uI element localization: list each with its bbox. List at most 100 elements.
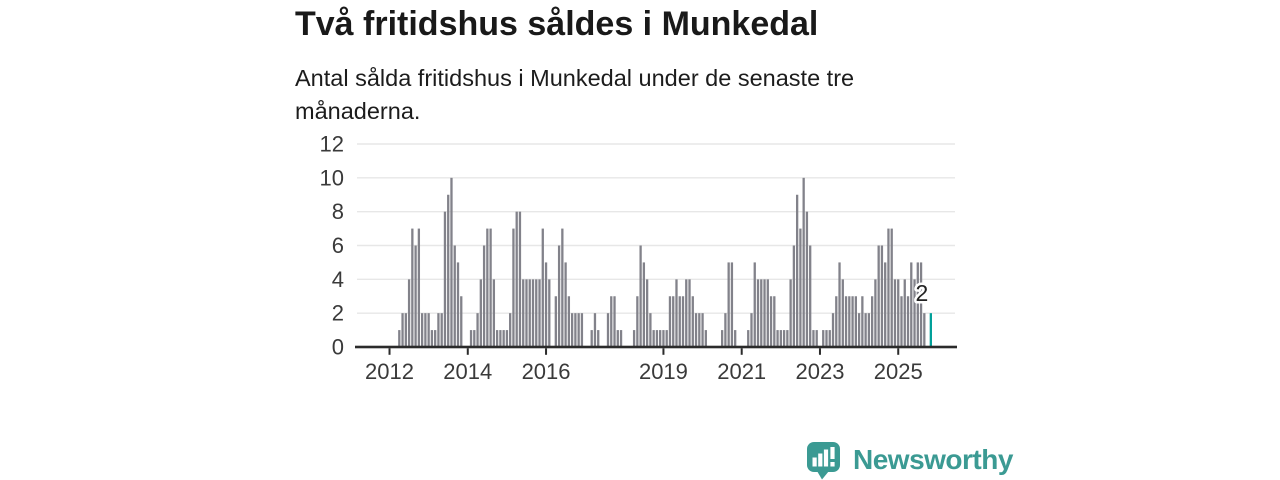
bar — [659, 330, 662, 347]
latest-value-label: 2 — [915, 280, 928, 306]
bar — [704, 330, 707, 347]
chart-title: Två fritidshus såldes i Munkedal — [295, 5, 819, 43]
bar — [724, 313, 727, 347]
x-axis-ticks — [388, 348, 900, 355]
chart-subtitle: Antal sålda fritidshus i Munkedal under … — [295, 62, 975, 128]
bar — [828, 330, 831, 347]
bar — [701, 313, 704, 347]
highlight-value-label: 2 — [913, 278, 931, 309]
bar — [678, 296, 681, 347]
bar — [649, 313, 652, 347]
bar — [779, 330, 782, 347]
bar — [538, 279, 541, 347]
newsworthy-logo-icon — [807, 441, 840, 479]
bar — [440, 313, 443, 347]
y-tick-label: 8 — [332, 199, 344, 224]
bar — [404, 313, 407, 347]
bar — [681, 296, 685, 347]
bar — [919, 262, 923, 347]
bar — [561, 228, 564, 347]
bar — [766, 279, 769, 347]
bar — [665, 330, 668, 347]
bar — [893, 279, 897, 347]
bar — [923, 313, 926, 347]
bar — [792, 245, 796, 347]
bar — [535, 279, 538, 347]
x-tick-label: 2025 — [874, 359, 923, 384]
bar — [574, 313, 577, 347]
x-axis-labels: 2012 2014 2016 2019 2021 2023 2025 — [365, 359, 923, 384]
bar — [544, 262, 548, 347]
bar — [903, 279, 906, 347]
bar — [795, 194, 799, 347]
bar — [495, 330, 499, 347]
bar — [910, 262, 913, 347]
bar — [443, 211, 447, 347]
bar — [857, 313, 861, 347]
bar — [613, 296, 616, 347]
y-tick-label: 12 — [320, 132, 344, 157]
y-tick-label: 10 — [320, 165, 344, 190]
bar — [557, 245, 561, 347]
bar — [505, 330, 509, 347]
bar — [887, 228, 890, 347]
bar — [486, 228, 489, 347]
bar — [460, 296, 463, 347]
bar — [786, 330, 789, 347]
bar — [528, 279, 531, 347]
bar — [662, 330, 665, 347]
bar — [906, 296, 910, 347]
bar — [450, 177, 453, 347]
bar — [815, 330, 818, 347]
bar — [753, 262, 756, 347]
bar — [606, 313, 610, 347]
bar — [417, 228, 421, 347]
bar — [570, 313, 574, 347]
bar — [802, 177, 805, 347]
bar — [789, 279, 792, 347]
bar — [730, 262, 734, 347]
bar — [407, 279, 411, 347]
bar — [720, 330, 724, 347]
bar — [672, 296, 675, 347]
bar — [492, 279, 496, 347]
x-axis — [355, 345, 957, 349]
bar — [554, 296, 557, 347]
bar — [831, 313, 835, 347]
bar — [874, 279, 877, 347]
bar — [799, 228, 802, 347]
newsworthy-logo: Newsworthy — [806, 441, 1013, 479]
y-tick-label: 4 — [332, 267, 344, 292]
bar — [430, 330, 434, 347]
bar — [913, 279, 916, 347]
bar — [870, 296, 874, 347]
bar — [694, 313, 698, 347]
bar — [861, 296, 864, 347]
bar — [632, 330, 636, 347]
bar — [610, 296, 613, 347]
bar — [916, 262, 919, 347]
bar — [398, 330, 401, 347]
x-tick-label: 2012 — [365, 359, 414, 384]
bar — [518, 211, 522, 347]
bar — [414, 245, 417, 347]
bar — [727, 262, 730, 347]
bar — [453, 245, 456, 347]
x-tick-label: 2023 — [795, 359, 844, 384]
bar — [756, 279, 760, 347]
x-tick-label: 2019 — [639, 359, 688, 384]
bar — [639, 245, 642, 347]
bar — [776, 330, 779, 347]
bar — [897, 279, 900, 347]
bar — [645, 279, 649, 347]
bar — [502, 330, 505, 347]
bar — [636, 296, 639, 347]
bar — [541, 228, 544, 347]
bar — [685, 279, 688, 347]
bar — [851, 296, 854, 347]
bar — [675, 279, 678, 347]
bar — [567, 296, 571, 347]
bar — [509, 313, 512, 347]
bar — [447, 194, 450, 347]
